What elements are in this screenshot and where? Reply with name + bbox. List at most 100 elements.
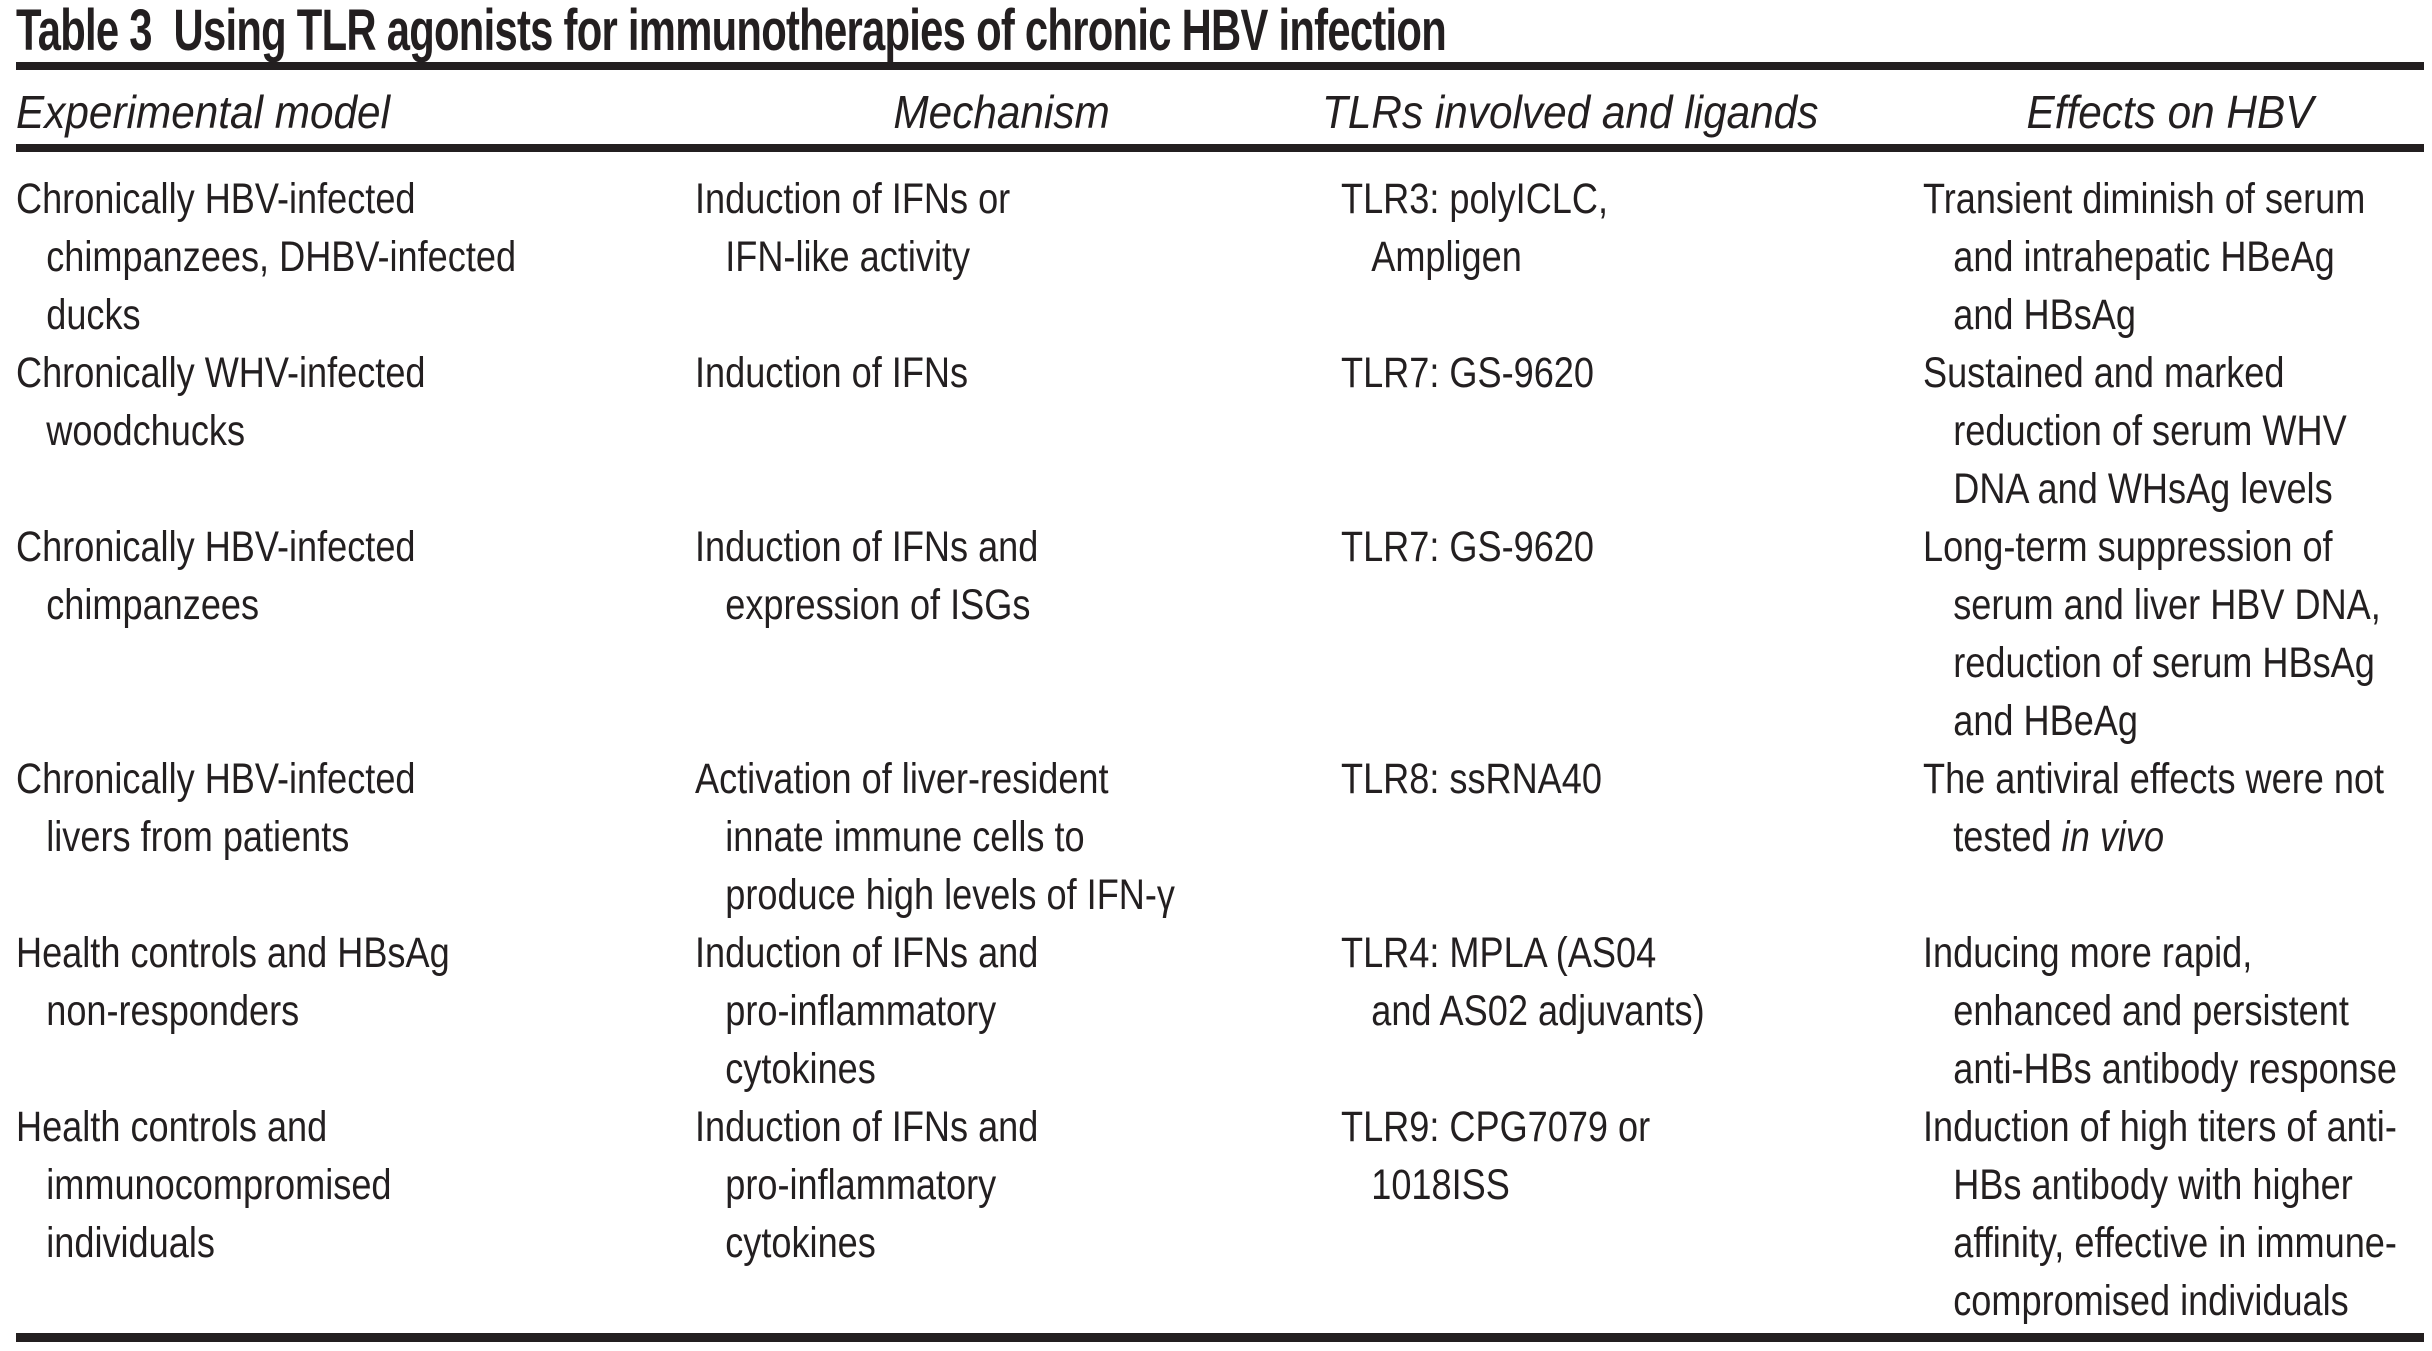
- table-row: Chronically HBV-infected chimpanzees Induc…: [16, 518, 2432, 750]
- effects-line: Sustained and marked: [1923, 349, 2285, 397]
- mechanism-line: produce high levels of IFN-γ: [725, 871, 1175, 919]
- effects-line: DNA and WHsAg levels: [1953, 465, 2333, 513]
- cell-mechanism: Induction of IFNs and pro-inflammatory cyt…: [682, 1098, 1322, 1330]
- cell-model: Chronically HBV-infected chimpanzees: [16, 518, 682, 750]
- mechanism-line: Activation of liver-resident: [695, 755, 1109, 803]
- cell-model: Chronically WHV-infected woodchucks: [16, 344, 682, 518]
- effects-line: Inducing more rapid,: [1923, 929, 2253, 977]
- effects-line: reduction of serum HBsAg: [1953, 639, 2375, 687]
- column-header-mechanism: Mechanism: [682, 86, 1322, 138]
- mechanism-line: Induction of IFNs and: [695, 1103, 1039, 1151]
- model-line: immunocompromised: [46, 1161, 392, 1209]
- model-line: Chronically HBV-infected: [16, 523, 416, 571]
- cell-effects: Induction of high titers of anti- HBs ant…: [1907, 1098, 2432, 1330]
- cell-tlrs: TLR4: MPLA (AS04 and AS02 adjuvants): [1322, 924, 1907, 1098]
- tlrs-line: TLR7: GS-9620: [1341, 523, 1594, 571]
- table-row: Chronically HBV-infected chimpanzees, DHB…: [16, 170, 2432, 344]
- cell-model: Health controls and HBsAg non-responders: [16, 924, 682, 1098]
- mechanism-line: cytokines: [725, 1045, 876, 1093]
- header-rule: [16, 144, 2424, 152]
- effects-line: reduction of serum WHV: [1953, 407, 2347, 455]
- effects-line: serum and liver HBV DNA,: [1953, 581, 2381, 629]
- cell-tlrs: TLR7: GS-9620: [1322, 344, 1907, 518]
- bottom-rule: [16, 1333, 2424, 1342]
- tlrs-line: 1018ISS: [1371, 1161, 1510, 1209]
- cell-effects: Inducing more rapid, enhanced and persist…: [1907, 924, 2432, 1098]
- tlrs-line: TLR4: MPLA (AS04: [1341, 929, 1657, 977]
- effects-line: enhanced and persistent: [1953, 987, 2349, 1035]
- effects-line: affinity, effective in immune-: [1953, 1219, 2397, 1267]
- tlrs-line: and AS02 adjuvants): [1371, 987, 1705, 1035]
- mechanism-line: expression of ISGs: [725, 581, 1031, 629]
- mechanism-line: pro-inflammatory: [725, 987, 997, 1035]
- tlrs-line: Ampligen: [1371, 233, 1522, 281]
- table-row: Chronically HBV-infected livers from pati…: [16, 750, 2432, 924]
- model-line: Chronically HBV-infected: [16, 175, 416, 223]
- mechanism-line: Induction of IFNs and: [695, 929, 1039, 977]
- mechanism-line: IFN-like activity: [725, 233, 971, 281]
- model-line: chimpanzees, DHBV-infected: [46, 233, 517, 281]
- effects-line: Transient diminish of serum: [1923, 175, 2366, 223]
- tlrs-line: TLR9: CPG7079 or: [1341, 1103, 1651, 1151]
- cell-mechanism: Activation of liver-resident innate immun…: [682, 750, 1322, 924]
- cell-tlrs: TLR8: ssRNA40: [1322, 750, 1907, 924]
- effects-line: and HBeAg: [1953, 697, 2138, 745]
- model-line: ducks: [46, 291, 141, 339]
- model-line: woodchucks: [46, 407, 246, 455]
- mechanism-line: innate immune cells to: [725, 813, 1085, 861]
- model-line: Chronically WHV-infected: [16, 349, 426, 397]
- cell-tlrs: TLR3: polyICLC, Ampligen: [1322, 170, 1907, 344]
- top-rule: [16, 62, 2424, 70]
- mechanism-line: Induction of IFNs and: [695, 523, 1039, 571]
- column-header-label: Effects on HBV: [2026, 86, 2313, 138]
- table-row: Chronically WHV-infected woodchucks Induct…: [16, 344, 2432, 518]
- cell-mechanism: Induction of IFNs or IFN-like activity: [682, 170, 1322, 344]
- cell-mechanism: Induction of IFNs and pro-inflammatory cyt…: [682, 924, 1322, 1098]
- cell-effects: Long-term suppression of serum and liver …: [1907, 518, 2432, 750]
- model-line: livers from patients: [46, 813, 350, 861]
- cell-model: Chronically HBV-infected livers from pati…: [16, 750, 682, 924]
- mechanism-line: Induction of IFNs: [695, 349, 969, 397]
- effects-line: Induction of high titers of anti-: [1923, 1103, 2397, 1151]
- effects-line: and intrahepatic HBeAg: [1953, 233, 2335, 281]
- column-header-label: Experimental model: [16, 86, 391, 138]
- table-title: Table 3 Using TLR agonists for immunothe…: [16, 0, 1447, 63]
- cell-effects: The antiviral effects were not tested in …: [1907, 750, 2432, 924]
- model-line: Chronically HBV-infected: [16, 755, 416, 803]
- effects-line: HBs antibody with higher: [1953, 1161, 2353, 1209]
- table-body: Chronically HBV-infected chimpanzees, DHB…: [16, 170, 2432, 1330]
- model-line: chimpanzees: [46, 581, 260, 629]
- tlrs-line: TLR8: ssRNA40: [1341, 755, 1602, 803]
- column-header-effects: Effects on HBV: [1907, 86, 2432, 138]
- effects-line: tested in vivo: [1923, 808, 2351, 866]
- cell-tlrs: TLR9: CPG7079 or 1018ISS: [1322, 1098, 1907, 1330]
- effects-line: anti-HBs antibody response: [1953, 1045, 2397, 1093]
- effects-line: Long-term suppression of: [1923, 523, 2333, 571]
- column-header-label: TLRs involved and ligands: [1322, 86, 1819, 138]
- cell-mechanism: Induction of IFNs and expression of ISGs: [682, 518, 1322, 750]
- tlrs-line: TLR7: GS-9620: [1341, 349, 1594, 397]
- column-header-tlrs: TLRs involved and ligands: [1322, 86, 1907, 138]
- mechanism-line: Induction of IFNs or: [695, 175, 1011, 223]
- cell-tlrs: TLR7: GS-9620: [1322, 518, 1907, 750]
- table-row: Health controls and immunocompromised indi…: [16, 1098, 2432, 1330]
- model-line: Health controls and: [16, 1103, 328, 1151]
- cell-effects: Transient diminish of serum and intrahepa…: [1907, 170, 2432, 344]
- column-header-label: Mechanism: [893, 86, 1111, 138]
- effects-line: compromised individuals: [1953, 1277, 2349, 1325]
- model-line: Health controls and HBsAg: [16, 929, 450, 977]
- text-segment: tested: [1953, 813, 2062, 861]
- cell-mechanism: Induction of IFNs: [682, 344, 1322, 518]
- effects-line: The antiviral effects were not: [1923, 755, 2385, 803]
- text-segment: in vivo: [2061, 813, 2165, 861]
- table-row: Health controls and HBsAg non-responders I…: [16, 924, 2432, 1098]
- mechanism-line: cytokines: [725, 1219, 876, 1267]
- column-header-experimental-model: Experimental model: [16, 86, 682, 138]
- cell-model: Health controls and immunocompromised indi…: [16, 1098, 682, 1330]
- cell-model: Chronically HBV-infected chimpanzees, DHB…: [16, 170, 682, 344]
- cell-effects: Sustained and marked reduction of serum W…: [1907, 344, 2432, 518]
- header-row: Experimental model Mechanism TLRs involv…: [16, 70, 2432, 144]
- model-line: individuals: [46, 1219, 215, 1267]
- effects-line: and HBsAg: [1953, 291, 2136, 339]
